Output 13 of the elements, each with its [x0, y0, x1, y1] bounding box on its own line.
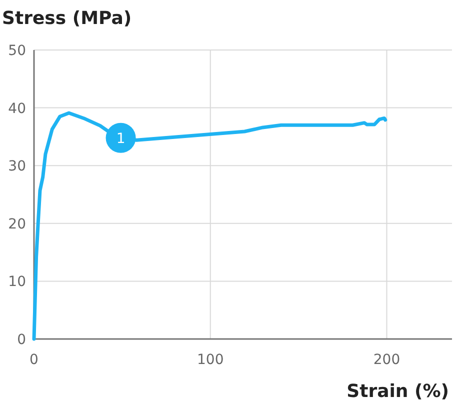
y-axis-title: Stress (MPa)	[2, 8, 132, 29]
x-tick-label: 100	[197, 352, 224, 368]
line-series	[32, 111, 388, 341]
x-axis-title: Strain (%)	[346, 381, 449, 402]
y-tick-label: 10	[8, 274, 26, 290]
y-tick-label: 20	[8, 216, 26, 232]
y-tick-label: 0	[17, 332, 26, 348]
y-tick-label: 50	[8, 43, 26, 59]
y-tick-label: 40	[8, 100, 26, 117]
y-tick-label: 30	[8, 158, 26, 175]
x-tick-label: 0	[30, 352, 38, 368]
x-tick-label: 200	[373, 352, 400, 368]
annotation: 1	[116, 130, 126, 147]
